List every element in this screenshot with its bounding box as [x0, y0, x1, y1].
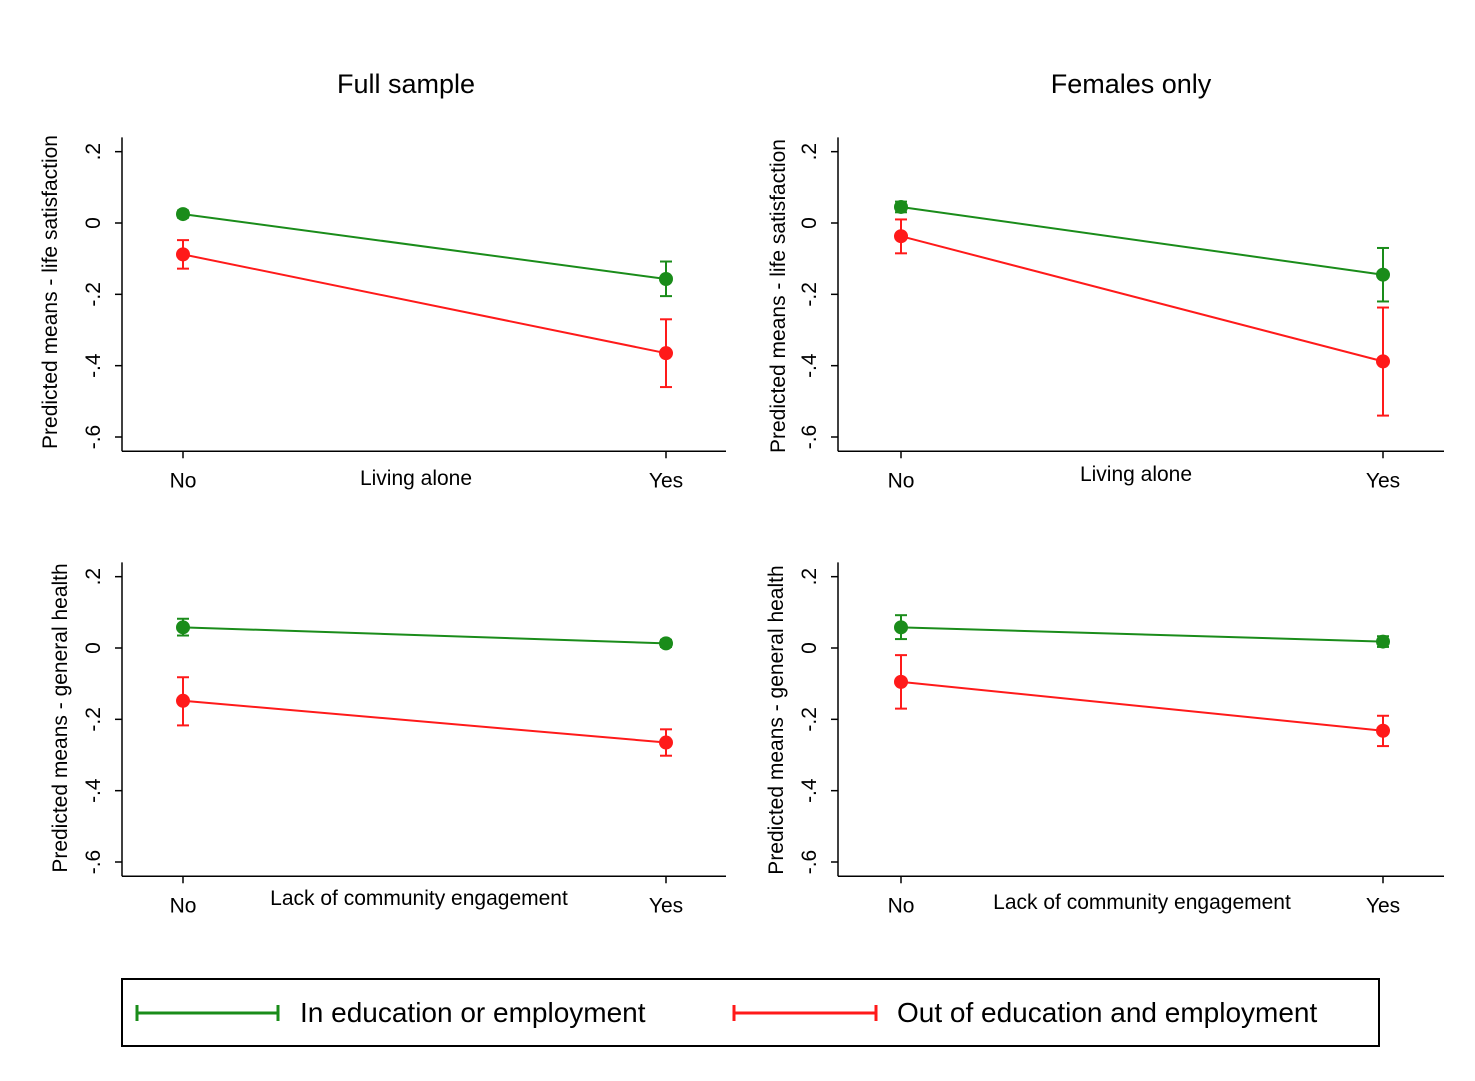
y-tick-label: 0: [82, 642, 105, 654]
panels: Full sample .2 0 -.2 -.4 -.6 No Yes Living alone…: [39, 69, 1444, 917]
data-point: [176, 693, 190, 708]
y-tick-label: .2: [82, 143, 105, 161]
y-tick-label: -.2: [82, 707, 105, 732]
series-line: [900, 680, 1384, 732]
x-axis-label: Lack of community engagement: [270, 887, 568, 910]
y-tick-label: -.4: [82, 353, 105, 378]
data-point: [659, 636, 673, 651]
x-tick-label-yes: Yes: [1366, 469, 1400, 492]
data-point: [894, 229, 908, 244]
series-line: [182, 626, 667, 645]
series-in-education-or-employment: [894, 199, 1390, 303]
data-point: [894, 674, 908, 689]
y-axis-label: Predicted means - general health: [49, 563, 72, 872]
y-tick-label: 0: [82, 217, 105, 229]
data-point: [659, 735, 673, 750]
data-point: [1376, 354, 1390, 369]
y-tick-label: -.6: [82, 425, 105, 450]
data-point: [176, 207, 190, 222]
series-out-of-education-and-employment: [894, 218, 1390, 417]
series-line: [900, 205, 1384, 276]
x-tick-label-yes: Yes: [649, 894, 683, 917]
data-point: [659, 346, 673, 361]
legend-item-out-of-education: Out of education and employment: [732, 997, 1317, 1028]
panel-title: Full sample: [337, 69, 475, 99]
data-point: [1376, 723, 1390, 738]
legend-label-out-of-education: Out of education and employment: [897, 997, 1317, 1028]
x-axis-label: Living alone: [360, 467, 472, 490]
y-tick-label: 0: [798, 217, 821, 229]
y-tick-label: -.4: [798, 778, 821, 803]
series-line: [182, 213, 667, 280]
legend: In education or employment Out of educat…: [121, 978, 1380, 1047]
legend-item-in-education: In education or employment: [135, 997, 646, 1028]
legend-label-in-education: In education or employment: [300, 997, 646, 1028]
legend-key-red: [732, 1005, 878, 1021]
panel-2: Females only .2 0 -.2 -.4 -.6 No Yes Living alon…: [767, 69, 1444, 492]
data-point: [894, 620, 908, 635]
y-tick-label: -.4: [798, 353, 821, 378]
data-point: [1376, 267, 1390, 282]
series-in-education-or-employment: [176, 207, 673, 298]
y-axis-label: Predicted means - life satisfaction: [39, 135, 62, 449]
series-out-of-education-and-employment: [176, 239, 673, 389]
y-tick-label: .2: [798, 143, 821, 161]
series-out-of-education-and-employment: [176, 676, 673, 757]
x-tick-label-no: No: [888, 894, 915, 917]
x-tick-label-no: No: [170, 894, 197, 917]
data-point: [659, 271, 673, 286]
series-line: [182, 699, 667, 744]
y-tick-label: -.6: [798, 425, 821, 450]
panel-1: Full sample .2 0 -.2 -.4 -.6 No Yes Living alone…: [39, 69, 726, 492]
y-tick-label: 0: [798, 642, 821, 654]
series-in-education-or-employment: [894, 614, 1390, 649]
x-tick-label-no: No: [170, 469, 197, 492]
y-tick-label: -.4: [82, 778, 105, 803]
y-axis-label: Predicted means - general health: [765, 565, 788, 874]
y-tick-label: -.2: [82, 282, 105, 307]
y-tick-label: -.2: [798, 707, 821, 732]
panel-4: .2 0 -.2 -.4 -.6 No Yes Lack of community engag…: [765, 562, 1444, 917]
y-tick-label: -.6: [798, 850, 821, 875]
series-in-education-or-employment: [176, 617, 673, 651]
x-tick-label-yes: Yes: [649, 469, 683, 492]
x-tick-label-yes: Yes: [1366, 894, 1400, 917]
data-point: [176, 620, 190, 635]
data-point: [894, 199, 908, 214]
series-line: [900, 235, 1384, 363]
y-tick-label: -.2: [798, 282, 821, 307]
series-out-of-education-and-employment: [894, 654, 1390, 748]
panel-3: .2 0 -.2 -.4 -.6 No Yes Lack of community engag…: [49, 562, 726, 917]
x-axis-label: Lack of community engagement: [993, 891, 1291, 914]
x-axis-label: Living alone: [1080, 463, 1192, 486]
y-tick-label: .2: [82, 568, 105, 586]
legend-frame: [121, 978, 1380, 1047]
data-point: [176, 247, 190, 262]
x-tick-label-no: No: [888, 469, 915, 492]
series-line: [900, 626, 1384, 643]
data-point: [1376, 634, 1390, 649]
legend-key-green: [135, 1005, 280, 1021]
panel-title: Females only: [1051, 69, 1212, 99]
y-axis-label: Predicted means - life satisfaction: [767, 139, 790, 453]
y-tick-label: .2: [798, 568, 821, 586]
y-tick-label: -.6: [82, 850, 105, 875]
series-line: [182, 253, 667, 355]
